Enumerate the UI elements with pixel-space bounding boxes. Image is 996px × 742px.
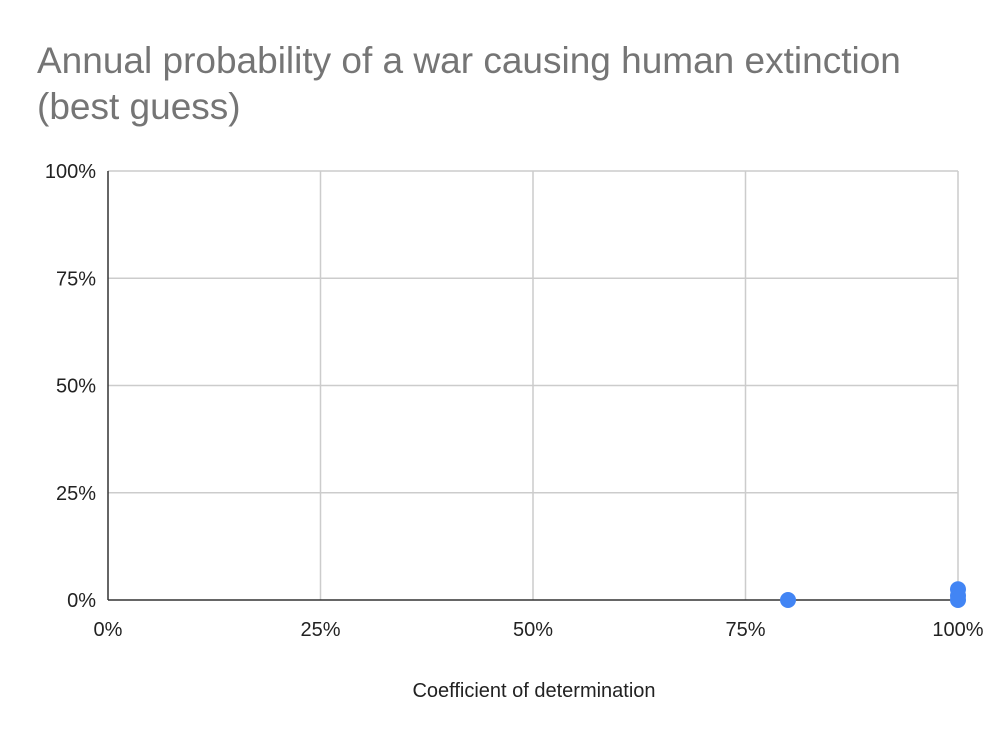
data-points (780, 581, 966, 608)
y-tick-label: 25% (56, 483, 96, 505)
x-tick-label: 100% (932, 619, 983, 641)
axes (107, 171, 958, 601)
x-tick-label: 0% (94, 619, 123, 641)
y-tick-labels: 0% 25% 50% 75% 100% (45, 161, 96, 612)
chart-title: Annual probability of a war causing huma… (37, 40, 901, 127)
y-tick-label: 0% (67, 590, 96, 612)
x-tick-labels: 0% 25% 50% 75% 100% (94, 619, 984, 641)
gridlines (108, 170, 959, 600)
x-tick-label: 75% (725, 619, 765, 641)
data-point (780, 592, 796, 608)
x-tick-label: 50% (513, 619, 553, 641)
y-tick-label: 50% (56, 376, 96, 398)
data-point (950, 592, 966, 608)
x-axis-title: Coefficient of determination (412, 680, 655, 702)
x-tick-label: 25% (300, 619, 340, 641)
y-tick-label: 100% (45, 161, 96, 183)
y-tick-label: 75% (56, 268, 96, 290)
